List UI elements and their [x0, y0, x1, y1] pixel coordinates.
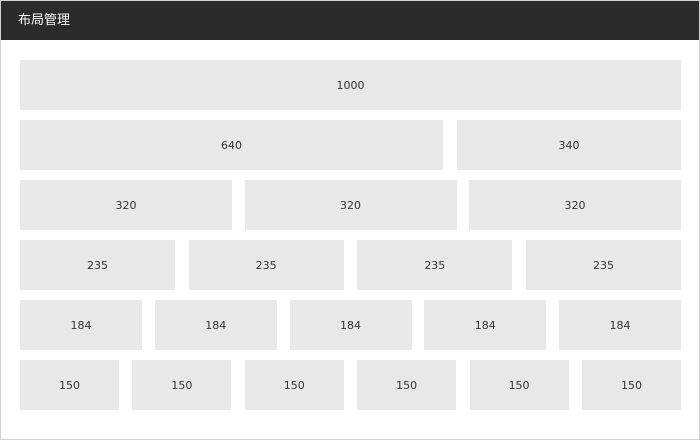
layout-cell-150[interactable]: 150: [581, 360, 681, 410]
layout-cell-184[interactable]: 184: [20, 300, 142, 350]
layout-cell-640[interactable]: 640: [20, 120, 443, 170]
layout-row-5: 184 184 184 184 184: [20, 300, 681, 350]
layout-row-2: 640 340: [20, 120, 681, 170]
layout-cell-150[interactable]: 150: [244, 360, 344, 410]
layout-cell-340[interactable]: 340: [457, 120, 681, 170]
layout-cell-184[interactable]: 184: [424, 300, 547, 350]
layout-cell-320[interactable]: 320: [469, 180, 681, 230]
layout-cell-1000[interactable]: 1000: [20, 60, 681, 110]
layout-row-6: 150 150 150 150 150 150: [20, 360, 681, 410]
layout-row-3: 320 320 320: [20, 180, 681, 230]
layout-cell-150[interactable]: 150: [469, 360, 569, 410]
layout-cell-150[interactable]: 150: [132, 360, 232, 410]
layout-cell-235[interactable]: 235: [188, 240, 344, 290]
layout-cell-320[interactable]: 320: [244, 180, 457, 230]
panel-title: 布局管理: [18, 13, 71, 28]
layout-row-1: 1000: [20, 60, 681, 110]
layout-row-4: 235 235 235 235: [20, 240, 681, 290]
layout-cell-150[interactable]: 150: [357, 360, 457, 410]
layout-cell-235[interactable]: 235: [20, 240, 175, 290]
layout-cell-235[interactable]: 235: [357, 240, 513, 290]
layout-cell-184[interactable]: 184: [289, 300, 412, 350]
layout-cell-235[interactable]: 235: [525, 240, 681, 290]
layout-cell-184[interactable]: 184: [154, 300, 277, 350]
panel-header: 布局管理: [1, 1, 699, 40]
layout-cell-150[interactable]: 150: [20, 360, 119, 410]
layout-grid: 1000 640 340 320 320 320 235 235 235 235…: [20, 60, 681, 410]
layout-cell-184[interactable]: 184: [559, 300, 681, 350]
layout-cell-320[interactable]: 320: [20, 180, 232, 230]
